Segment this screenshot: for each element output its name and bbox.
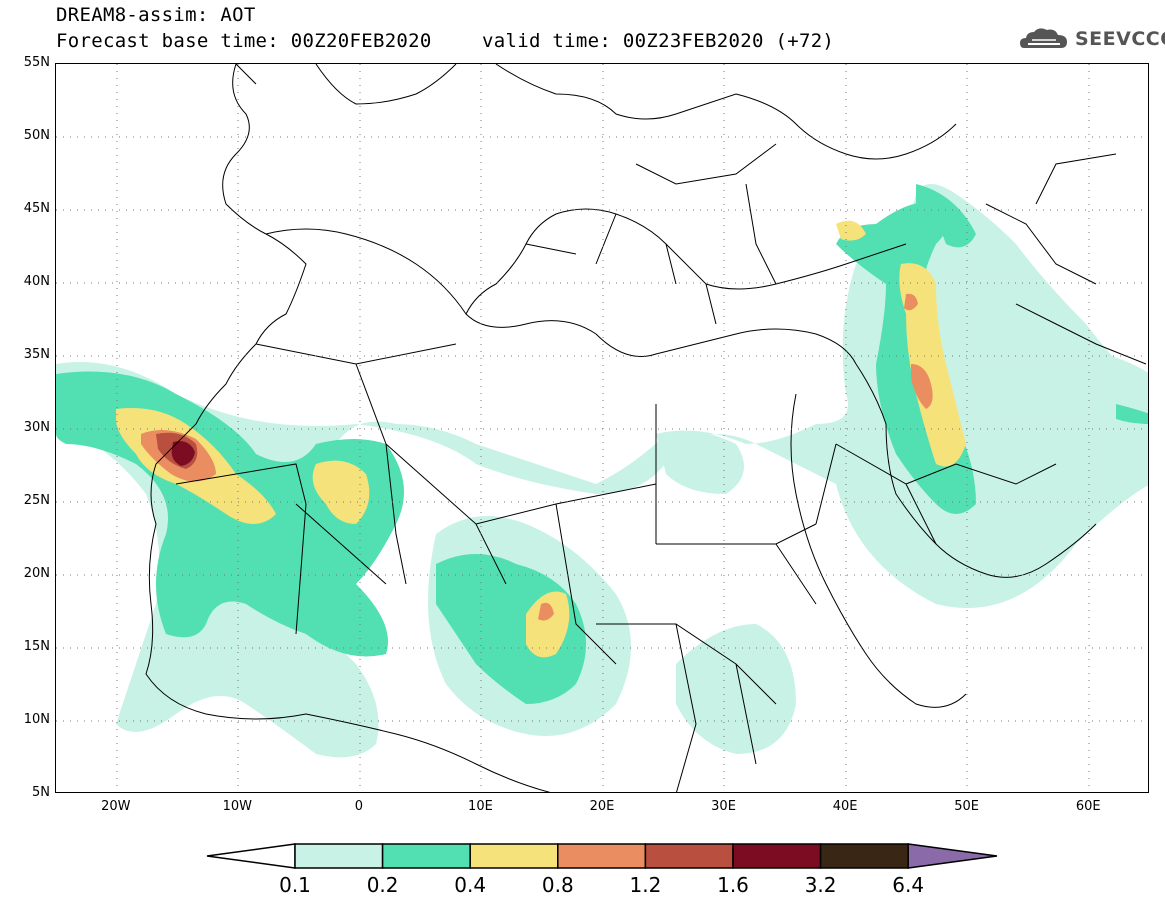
lon-label: 20E bbox=[589, 799, 615, 814]
colorbar-label: 1.2 bbox=[629, 873, 662, 897]
colorbar-label: 0.8 bbox=[541, 873, 574, 897]
colorbar-label: 6.4 bbox=[892, 873, 925, 897]
colorbar bbox=[206, 843, 998, 869]
cloud-icon bbox=[1020, 28, 1067, 48]
lat-label: 20N bbox=[23, 566, 50, 581]
lat-label: 15N bbox=[23, 639, 50, 654]
lat-label: 50N bbox=[23, 128, 50, 143]
lat-label: 30N bbox=[23, 420, 50, 435]
colorbar-segment bbox=[644, 843, 734, 869]
colorbar-segment bbox=[469, 843, 559, 869]
lon-label: 0 bbox=[354, 799, 364, 814]
map-grid bbox=[56, 64, 1148, 792]
colorbar-label: 3.2 bbox=[804, 873, 837, 897]
lon-label: 30E bbox=[711, 799, 736, 814]
map-title: DREAM8-assim: AOT bbox=[56, 4, 256, 26]
colorbar-segment bbox=[819, 843, 909, 869]
lon-label: 40E bbox=[832, 799, 858, 814]
colorbar-segment bbox=[557, 843, 647, 869]
colorbar-label: 0.1 bbox=[279, 873, 311, 897]
lon-label: 50E bbox=[954, 799, 980, 814]
lat-label: 10N bbox=[23, 712, 50, 727]
lat-label: 55N bbox=[23, 55, 50, 70]
colorbar-segment bbox=[294, 843, 384, 869]
lon-label: 60E bbox=[1075, 799, 1101, 814]
colorbar-arrow-high bbox=[907, 843, 998, 869]
colorbar-label: 0.2 bbox=[366, 873, 399, 897]
lat-label: 25N bbox=[23, 493, 50, 508]
forecast-base-time: Forecast base time: 00Z20FEB2020 bbox=[56, 30, 432, 52]
lon-label: 20W bbox=[101, 799, 131, 814]
coastlines-borders bbox=[145, 64, 1147, 792]
lon-label: 10E bbox=[468, 799, 493, 814]
logo-text: SEEVCCC bbox=[1075, 28, 1165, 50]
lat-label: 35N bbox=[23, 347, 50, 362]
lon-label: 10W bbox=[222, 799, 253, 814]
colorbar-segment bbox=[732, 843, 822, 869]
colorbar-label: 0.4 bbox=[454, 873, 487, 897]
colorbar-arrow-low bbox=[206, 843, 296, 869]
lat-label: 5N bbox=[32, 785, 50, 800]
colorbar-segment bbox=[381, 843, 471, 869]
colorbar-label: 1.6 bbox=[717, 873, 749, 897]
lat-label: 45N bbox=[23, 201, 50, 216]
map-area bbox=[55, 63, 1149, 793]
lat-label: 40N bbox=[23, 274, 50, 289]
aot-contours bbox=[56, 184, 1148, 758]
valid-time: valid time: 00Z23FEB2020 (+72) bbox=[482, 30, 835, 52]
